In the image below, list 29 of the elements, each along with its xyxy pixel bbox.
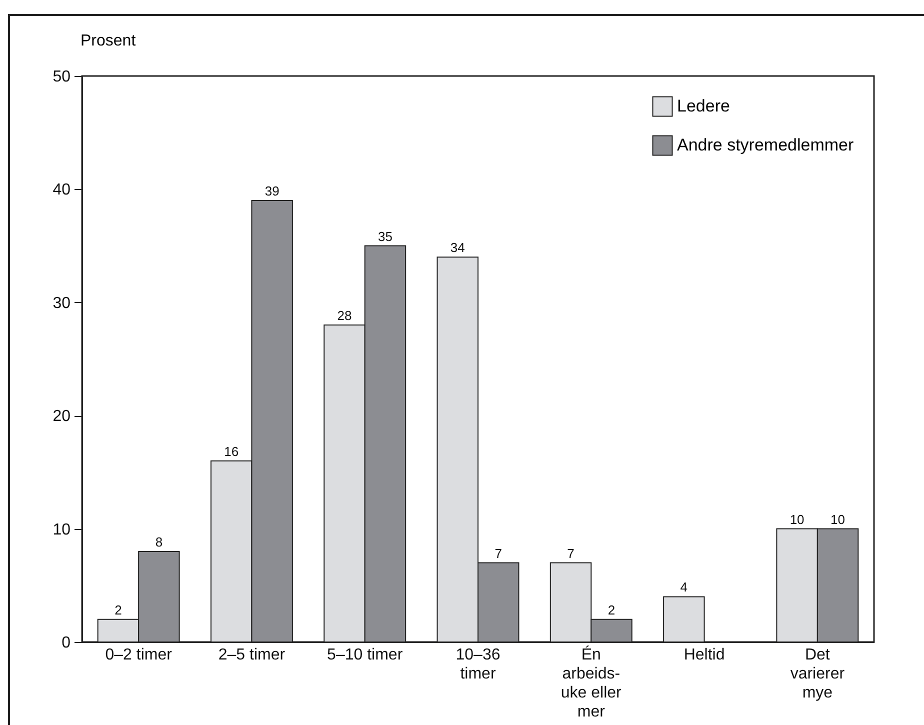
legend-label: Ledere [677,96,730,116]
data-label: 39 [264,184,280,199]
y-tick-label: 0 [62,634,71,652]
data-label: 16 [224,444,239,459]
data-label: 10 [830,512,846,527]
x-tick-label: Heltid [684,646,725,664]
legend-label: Andre styremedlemmer [677,136,854,154]
data-label: 34 [450,240,465,256]
y-tick-label: 40 [52,182,71,199]
x-tick-label: 2–5 timer [218,646,286,664]
x-tick-label: Én arbeids- uke eller mer [560,646,622,720]
x-tick-label: 5–10 timer [327,646,404,664]
data-label: 4 [680,580,688,595]
data-label: 7 [567,546,574,561]
x-tick-label: 0–2 timer [105,646,173,664]
x-tick-label: Det varierer mye [790,646,846,702]
x-tick-label: 10–36 timer [456,646,500,682]
y-tick-label: 10 [52,521,71,538]
y-tick-label: 30 [52,294,71,312]
data-label: 35 [378,228,392,244]
data-label: 8 [155,534,163,550]
y-tick-label: 20 [52,408,71,426]
data-label: 10 [790,512,804,527]
data-label: 2 [114,602,122,618]
data-label: 2 [608,602,616,618]
y-tick-label: 50 [52,68,71,86]
y-axis-title: Prosent [80,32,136,50]
data-label: 7 [494,546,502,561]
data-label: 28 [337,308,352,324]
